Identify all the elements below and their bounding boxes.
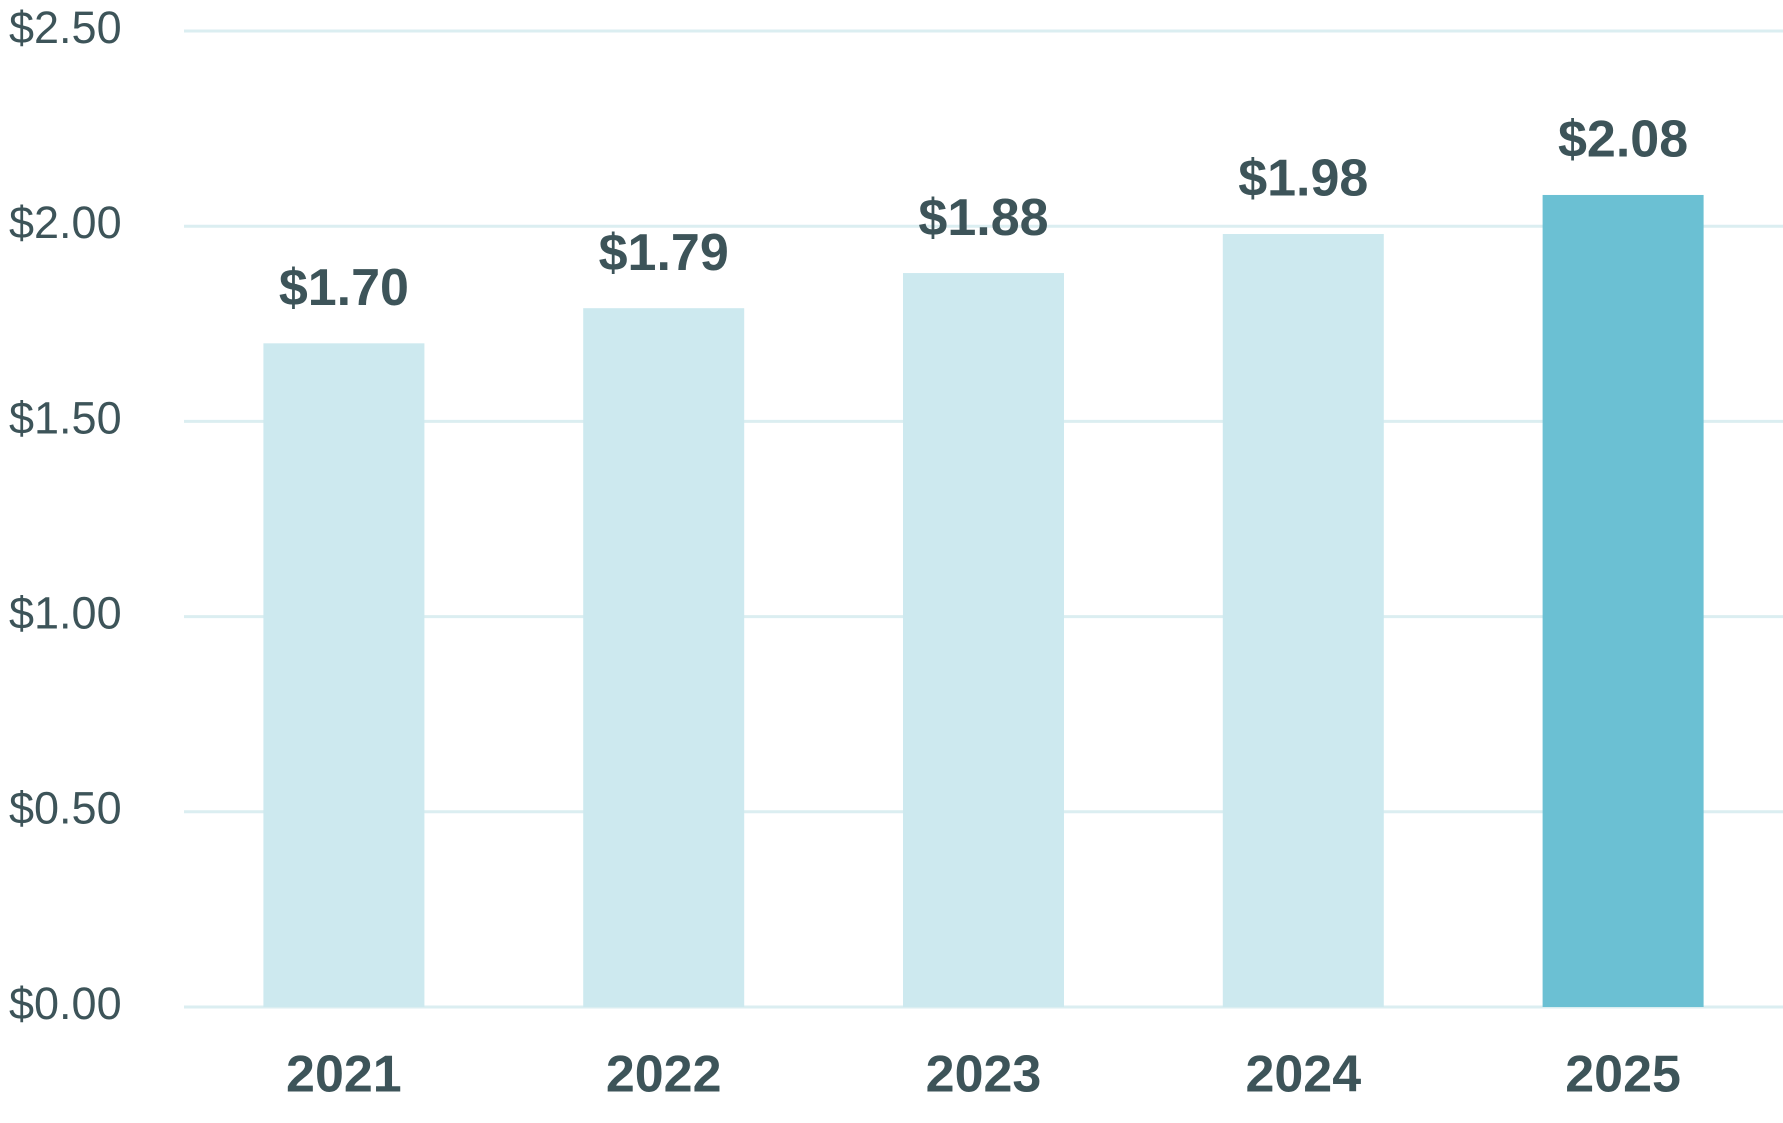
y-tick-label: $2.00 [9, 197, 122, 248]
x-tick-label: 2024 [1245, 1046, 1361, 1104]
x-tick-label: 2023 [926, 1046, 1042, 1104]
bar [903, 273, 1064, 1008]
value-label: $1.98 [1238, 150, 1368, 208]
bar [583, 308, 745, 1008]
y-tick-label: $1.00 [9, 587, 122, 638]
y-tick-label: $2.50 [9, 2, 122, 53]
value-label: $1.70 [279, 259, 409, 317]
x-tick-label: 2022 [606, 1046, 722, 1104]
x-tick-label: 2021 [286, 1046, 402, 1104]
value-label: $1.88 [918, 189, 1048, 247]
bar [263, 343, 425, 1007]
y-tick-label: $0.50 [9, 783, 122, 834]
y-tick-label: $1.50 [9, 392, 122, 443]
bar [1542, 194, 1704, 1007]
bar [1222, 234, 1384, 1007]
x-tick-label: 2025 [1565, 1046, 1681, 1104]
y-tick-label: $0.00 [9, 978, 122, 1029]
value-label: $1.79 [599, 224, 729, 282]
value-label: $2.08 [1558, 111, 1688, 169]
